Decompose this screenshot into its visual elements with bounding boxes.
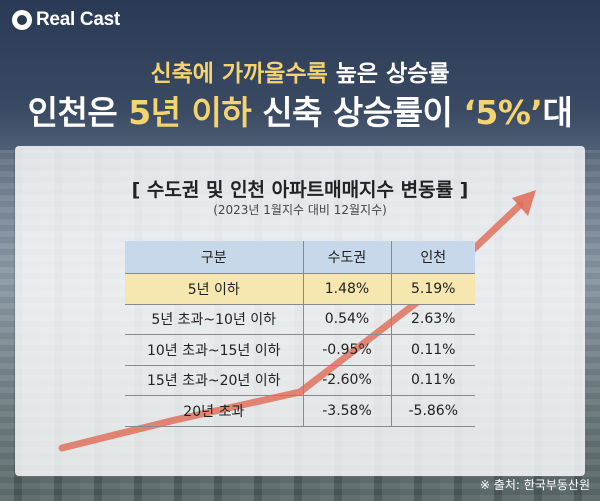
source-note: ※ 출처: 한국부동산원 [479, 478, 590, 492]
headline-2-pre: 인천은 [27, 93, 129, 132]
headline-2-highlight-2: ‘5%’ [463, 93, 543, 132]
table-row: 20년 초과 -3.58% -5.86% [125, 395, 475, 427]
headline-line-1: 신축에 가까울수록 높은 상승률 [0, 54, 600, 88]
row-capital-value: -3.58% [302, 395, 391, 427]
row-capital-value: -0.95% [302, 334, 391, 366]
table-subtitle: (2023년 1월지수 대비 12월지수) [213, 203, 387, 217]
headline-2-mid: 신축 상승률이 [251, 93, 464, 132]
row-incheon-value: 0.11% [390, 365, 475, 396]
table-title: [ 수도권 및 인천 아파트매매지수 변동률 ] [131, 179, 469, 201]
price-change-table: 구분 수도권 인천 5년 이하 1.48% 5.19% 5년 초과~10년 이하… [125, 241, 475, 427]
table-header-row: 구분 수도권 인천 [125, 241, 475, 274]
row-incheon-value: 2.63% [390, 304, 475, 335]
row-capital-value: 1.48% [302, 273, 391, 305]
row-incheon-value: 0.11% [390, 334, 475, 366]
row-category: 10년 초과~15년 이하 [125, 334, 303, 366]
table-row: 15년 초과~20년 이하 -2.60% 0.11% [125, 365, 475, 396]
column-header-capital: 수도권 [302, 241, 391, 274]
row-category: 5년 초과~10년 이하 [125, 304, 303, 335]
table-row: 5년 이하 1.48% 5.19% [125, 273, 475, 305]
headline-1-rest: 높은 상승률 [327, 61, 450, 87]
headline-line-2: 인천은 5년 이하 신축 상승률이 ‘5%’대 [0, 86, 600, 134]
logo-mark-icon [12, 10, 32, 30]
logo-text: Real Cast [36, 9, 120, 30]
row-category: 5년 이하 [125, 273, 303, 305]
brand-logo: Real Cast [12, 8, 120, 32]
table-row: 5년 초과~10년 이하 0.54% 2.63% [125, 304, 475, 335]
row-category: 20년 초과 [125, 395, 303, 427]
row-incheon-value: 5.19% [390, 273, 475, 305]
column-header-category: 구분 [125, 241, 303, 274]
row-capital-value: -2.60% [302, 365, 391, 396]
row-capital-value: 0.54% [302, 304, 391, 335]
headline-2-highlight-1: 5년 이하 [128, 93, 252, 132]
row-category: 15년 초과~20년 이하 [125, 365, 303, 396]
column-header-incheon: 인천 [390, 241, 475, 274]
headline-2-post: 대 [542, 93, 573, 132]
row-incheon-value: -5.86% [390, 395, 475, 427]
table-row: 10년 초과~15년 이하 -0.95% 0.11% [125, 334, 475, 366]
headline-1-highlight: 신축에 가까울수록 [150, 61, 328, 87]
